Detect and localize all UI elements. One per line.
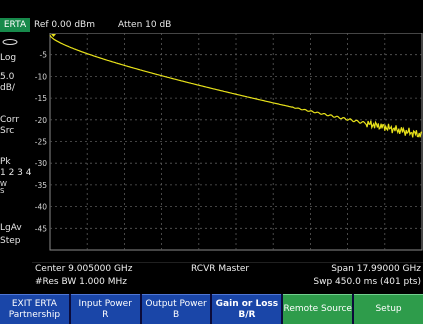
status-divider (32, 262, 423, 263)
y-tick-label: -25 (35, 138, 47, 147)
gain-or-loss-key-line1: Gain or Loss (215, 298, 279, 309)
remote-source-key[interactable]: Remote Source (283, 294, 353, 324)
setup-key[interactable]: Setup (354, 294, 423, 324)
y-tick-label: -20 (35, 116, 47, 125)
exit-erta-key-line1: EXIT ERTA (11, 298, 57, 309)
softkey-bar: EXIT ERTA Partnership Input Power R Outp… (0, 294, 423, 324)
attenuation: Atten 10 dB (118, 20, 172, 30)
center-mode: RCVR Master (191, 264, 250, 274)
exit-erta-key[interactable]: EXIT ERTA Partnership (0, 294, 69, 324)
marker-indicator-icon (0, 38, 32, 50)
output-power-key-line2: B (172, 309, 180, 320)
scale-type: Log (0, 53, 17, 63)
graticule: -5 -10 -15 -20 -25 -30 -35 -40 -45 (32, 32, 423, 251)
output-power-key[interactable]: Output Power B (141, 294, 211, 324)
output-power-key-line1: Output Power (145, 298, 207, 309)
trace-numbers: 1 2 3 4 (0, 168, 32, 178)
center-frequency: Center 9.005000 GHz (35, 264, 133, 274)
input-power-key-line1: Input Power (78, 298, 132, 309)
setup-key-label: Setup (375, 304, 402, 314)
y-tick-label: -40 (35, 203, 47, 212)
gain-or-loss-key[interactable]: Gain or Loss B/R (212, 294, 282, 324)
avg-mode: LgAv (0, 223, 22, 233)
scale-value: 5.0 (0, 72, 15, 82)
measurement-trace (49, 34, 423, 138)
y-tick-label: -30 (35, 159, 47, 168)
remote-source-key-label: Remote Source (283, 304, 352, 314)
y-tick-label: -10 (35, 72, 47, 81)
y-tick-label: -15 (35, 94, 47, 103)
y-tick-label: -45 (35, 224, 47, 233)
pk-label: Pk (0, 157, 11, 167)
src-label: Src (0, 126, 15, 136)
exit-erta-key-line2: Partnership (8, 309, 61, 320)
reference-level: Ref 0.00 dBm (34, 20, 95, 30)
y-tick-label: -35 (35, 181, 47, 190)
trace-s: S (0, 187, 5, 195)
input-power-key[interactable]: Input Power R (70, 294, 140, 324)
marker-triangle-icon (51, 34, 56, 37)
input-power-key-line2: R (102, 309, 109, 320)
plot-area: -5 -10 -15 -20 -25 -30 -35 -40 -45 (35, 32, 423, 251)
span: Span 17.99000 GHz (331, 264, 421, 274)
mode-tag: ERTA (0, 18, 30, 32)
y-tick-label: -5 (40, 51, 48, 60)
scale-unit: dB/ (0, 83, 15, 93)
step-label: Step (0, 236, 21, 246)
sweep-time: Swp 450.0 ms (401 pts) (313, 277, 421, 287)
corr-label: Corr (0, 115, 20, 125)
trace-w: W (0, 180, 7, 188)
res-bw: #Res BW 1.000 MHz (35, 277, 127, 287)
gain-or-loss-key-line2: B/R (238, 309, 256, 320)
